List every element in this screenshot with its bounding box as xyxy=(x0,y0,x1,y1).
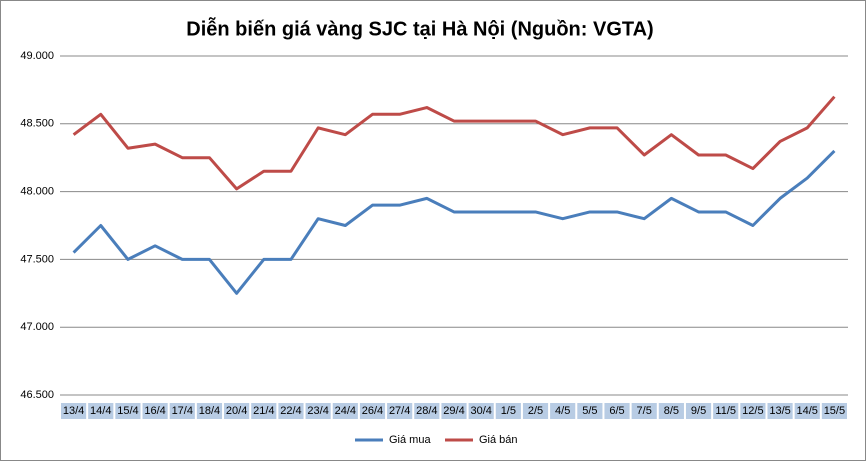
x-tick-label: 27/4 xyxy=(389,405,410,417)
x-tick-bg xyxy=(251,403,277,419)
x-tick-label: 13/4 xyxy=(63,405,84,417)
series-line xyxy=(72,149,836,295)
y-tick-label: 48.000 xyxy=(20,186,54,198)
x-tick-label: 24/4 xyxy=(335,405,356,417)
x-tick-label: 12/5 xyxy=(742,405,763,417)
x-tick-bg xyxy=(821,403,847,419)
y-tick-label: 49.000 xyxy=(20,50,54,62)
x-tick-label: 13/5 xyxy=(769,405,790,417)
x-tick-bg xyxy=(387,403,413,419)
x-tick-bg xyxy=(414,403,440,419)
x-tick-bg xyxy=(604,403,630,419)
x-tick-label: 30/4 xyxy=(470,405,491,417)
x-tick-bg xyxy=(88,403,114,419)
x-tick-bg xyxy=(115,403,141,419)
chart-title: Diễn biến giá vàng SJC tại Hà Nội (Nguồn… xyxy=(186,16,653,40)
x-tick-label: 20/4 xyxy=(226,405,247,417)
x-tick-bg xyxy=(359,403,386,419)
x-tick-label: 29/4 xyxy=(443,405,464,417)
x-tick-bg xyxy=(577,403,603,419)
x-tick-label: 4/5 xyxy=(555,405,570,417)
x-tick-label: 28/4 xyxy=(416,405,437,417)
x-tick-label: 8/5 xyxy=(664,405,679,417)
x-tick-label: 6/5 xyxy=(609,405,624,417)
x-tick-label: 22/4 xyxy=(280,405,301,417)
x-tick-bg xyxy=(224,403,250,419)
x-tick-bg xyxy=(794,403,820,419)
x-tick-bg xyxy=(142,403,168,419)
y-tick-label: 47.000 xyxy=(20,321,54,333)
x-tick-bg xyxy=(685,403,712,419)
x-tick-label: 14/4 xyxy=(90,405,111,417)
x-tick-bg xyxy=(278,403,304,419)
x-tick-label: 17/4 xyxy=(172,405,193,417)
y-tick-label: 48.500 xyxy=(20,118,54,130)
x-tick-bg xyxy=(740,403,766,419)
x-tick-label: 2/5 xyxy=(528,405,543,417)
x-tick-label: 16/4 xyxy=(144,405,165,417)
x-tick-bg xyxy=(550,403,576,419)
x-tick-label: 1/5 xyxy=(501,405,516,417)
x-tick-label: 15/5 xyxy=(824,405,845,417)
x-tick-bg xyxy=(495,403,521,419)
x-tick-bg xyxy=(196,403,223,419)
x-tick-bg xyxy=(468,403,494,419)
x-tick-bg xyxy=(169,403,195,419)
legend-label: Giá mua xyxy=(389,434,431,446)
x-tick-bg xyxy=(61,403,87,419)
x-tick-bg xyxy=(631,403,657,419)
y-tick-label: 46.500 xyxy=(20,389,54,401)
x-tick-bg xyxy=(441,403,467,419)
x-tick-label: 9/5 xyxy=(691,405,706,417)
x-tick-bg xyxy=(658,403,684,419)
legend-label: Giá bán xyxy=(479,434,518,446)
x-tick-label: 26/4 xyxy=(362,405,383,417)
x-tick-label: 23/4 xyxy=(307,405,328,417)
x-tick-bg xyxy=(522,403,549,419)
x-tick-bg xyxy=(713,403,739,419)
x-tick-label: 21/4 xyxy=(253,405,274,417)
x-tick-bg xyxy=(332,403,358,419)
y-tick-label: 47.500 xyxy=(20,253,54,265)
x-tick-label: 15/4 xyxy=(117,405,138,417)
series-line xyxy=(72,95,836,191)
x-tick-label: 14/5 xyxy=(797,405,818,417)
x-tick-label: 7/5 xyxy=(637,405,652,417)
x-tick-label: 5/5 xyxy=(582,405,597,417)
x-tick-label: 11/5 xyxy=(715,405,736,417)
x-tick-bg xyxy=(305,403,331,419)
x-tick-label: 18/4 xyxy=(199,405,220,417)
x-tick-bg xyxy=(767,403,793,419)
